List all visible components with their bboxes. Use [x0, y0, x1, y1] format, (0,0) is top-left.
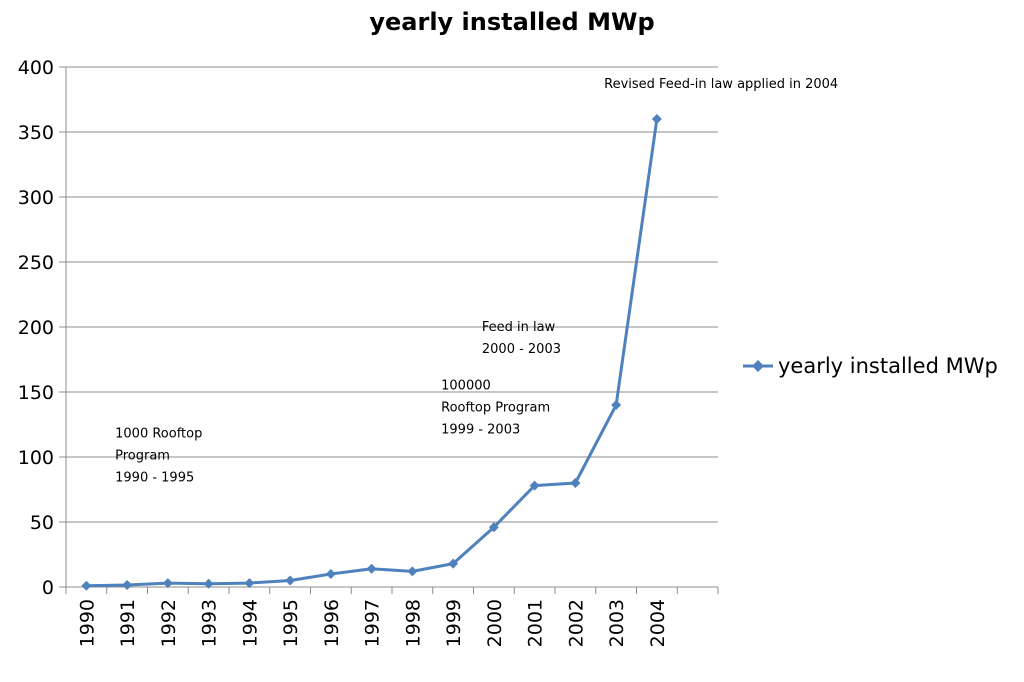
y-tick-label: 350 [18, 122, 54, 144]
y-tick-label: 50 [30, 512, 54, 534]
data-point-1990 [81, 580, 92, 591]
y-tick-label: 100 [18, 447, 54, 469]
data-point-2002 [570, 478, 581, 488]
x-tick-label: 1996 [321, 599, 343, 647]
series-group [81, 114, 662, 591]
annotation-text: 1990 - 1995 [115, 471, 194, 486]
data-point-1991 [122, 580, 133, 591]
x-tick-label: 2001 [525, 599, 547, 647]
x-tick-label: 1997 [362, 599, 384, 647]
annotation-text: 2000 - 2003 [482, 342, 561, 357]
x-tick-label: 1991 [117, 599, 139, 647]
x-tick-label: 2003 [606, 599, 628, 647]
x-tick-label: 2000 [484, 599, 506, 647]
x-tick-label: 1998 [402, 599, 424, 647]
x-tick-label: 2002 [565, 599, 587, 647]
x-tick-label: 1999 [443, 599, 465, 647]
series-line [86, 118, 659, 588]
chart-title: yearly installed MWp [369, 8, 654, 36]
data-point-1995 [285, 575, 296, 586]
data-point-2004 [651, 114, 662, 124]
annotations: 1000 Rooftop Program 1990 - 1995 100000 Roof… [115, 77, 838, 486]
data-point-1999 [448, 558, 459, 569]
data-point-1998 [407, 566, 418, 577]
legend: yearly installed MWp [743, 354, 998, 378]
x-axis-ticks: 1990 1991 1992 1993 1994 1995 1996 1997 1998 1999… [76, 599, 669, 647]
y-tick-label: 200 [18, 317, 54, 339]
data-point-2003 [611, 400, 622, 410]
x-tick-label: 1993 [199, 599, 221, 647]
data-point-1992 [162, 578, 173, 589]
annotation-text: Program [115, 449, 170, 464]
y-tick-label: 300 [18, 187, 54, 209]
x-tick-label: 1995 [280, 599, 302, 647]
data-point-1997 [366, 563, 377, 574]
data-point-1996 [325, 569, 336, 579]
annotation-text: 1000 Rooftop [115, 427, 202, 442]
legend-marker [752, 360, 764, 372]
data-point-1994 [244, 578, 255, 589]
data-point-1993 [203, 578, 214, 589]
annotation-text: 100000 [441, 378, 491, 393]
y-axis-ticks: 0 50 100 150 200 250 300 350 400 [18, 57, 54, 599]
data-point-2001 [529, 480, 540, 491]
legend-label: yearly installed MWp [778, 354, 998, 378]
data-point-2000 [488, 522, 499, 533]
annotation-text: Revised Feed-in law applied in 2004 [604, 77, 838, 92]
y-tick-label: 250 [18, 252, 54, 274]
x-tick-label: 1992 [158, 599, 180, 647]
axes [59, 66, 719, 594]
annotation-text: Rooftop Program [441, 400, 550, 415]
y-tick-label: 400 [18, 57, 54, 79]
grid-lines [66, 66, 718, 523]
x-tick-label: 1990 [76, 599, 98, 647]
y-tick-label: 0 [42, 577, 54, 599]
x-tick-label: 2004 [647, 599, 669, 647]
annotation-text: Feed in law [482, 320, 556, 335]
annotation-text: 1999 - 2003 [441, 422, 520, 437]
y-tick-label: 150 [18, 382, 54, 404]
x-tick-label: 1994 [239, 599, 261, 647]
